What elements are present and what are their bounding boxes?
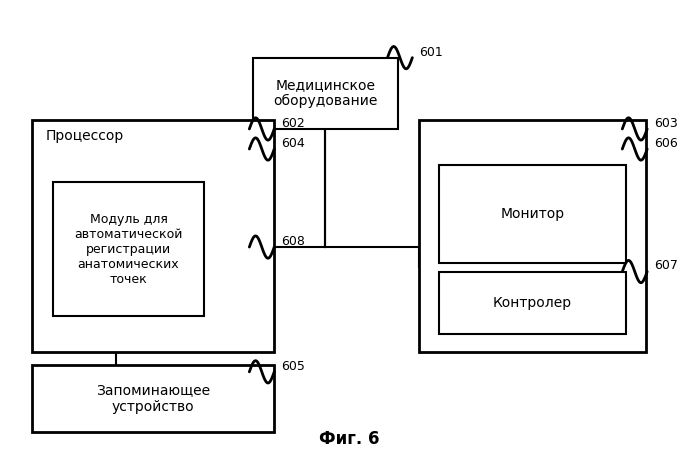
FancyBboxPatch shape (31, 120, 273, 352)
Text: 607: 607 (654, 260, 678, 272)
FancyBboxPatch shape (419, 120, 647, 352)
Text: 605: 605 (281, 360, 305, 373)
Text: 604: 604 (281, 137, 305, 150)
Text: Монитор: Монитор (500, 207, 565, 221)
Text: Процессор: Процессор (45, 129, 124, 143)
Text: 602: 602 (281, 117, 305, 130)
FancyBboxPatch shape (253, 58, 398, 129)
FancyBboxPatch shape (31, 365, 273, 432)
Text: 608: 608 (281, 235, 305, 248)
Text: Медицинское
оборудование: Медицинское оборудование (273, 78, 377, 109)
FancyBboxPatch shape (439, 271, 626, 334)
Text: Модуль для
автоматической
регистрации
анатомических
точек: Модуль для автоматической регистрации ан… (74, 213, 182, 286)
FancyBboxPatch shape (52, 183, 205, 316)
Text: 603: 603 (654, 117, 678, 130)
Text: Контролер: Контролер (493, 296, 572, 310)
Text: 606: 606 (654, 137, 678, 150)
FancyBboxPatch shape (439, 165, 626, 263)
Text: 601: 601 (419, 45, 443, 59)
Text: Фиг. 6: Фиг. 6 (319, 429, 380, 448)
Text: Запоминающее
устройство: Запоминающее устройство (96, 384, 210, 414)
